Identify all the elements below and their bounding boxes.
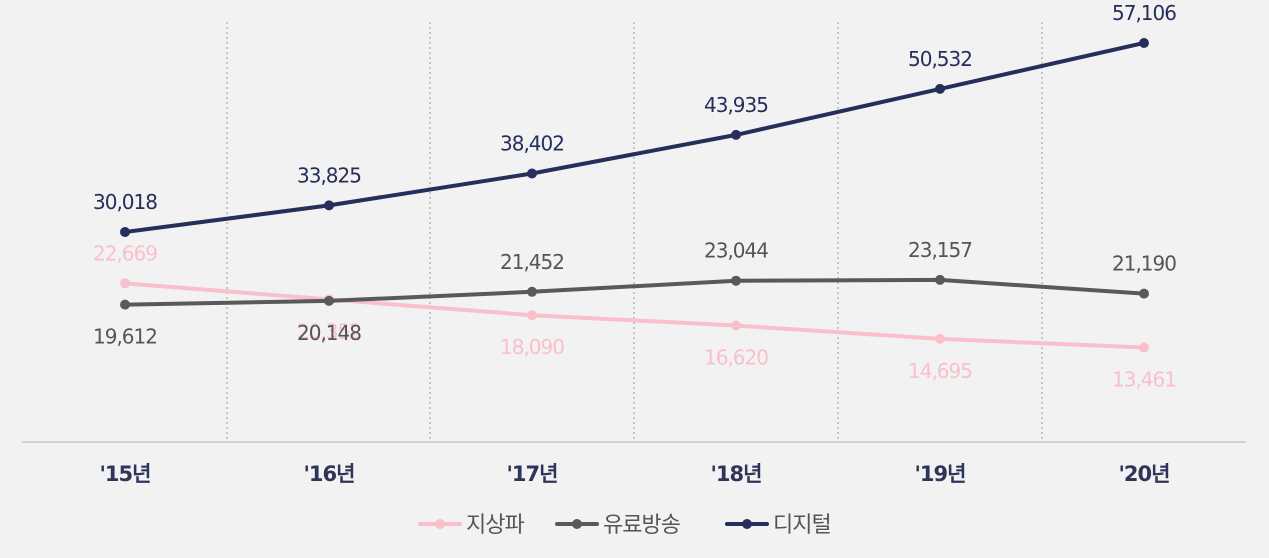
series-line-1 bbox=[123, 281, 1146, 350]
data-point bbox=[731, 275, 741, 286]
data-label: 13,461 bbox=[1112, 368, 1176, 392]
data-point bbox=[527, 310, 537, 321]
data-label: 19,612 bbox=[93, 325, 157, 349]
legend-marker bbox=[742, 519, 752, 529]
axis-layer: '15년 '16년 '17년 '18년 '19년 '20년 bbox=[22, 441, 1246, 486]
data-point bbox=[120, 227, 130, 237]
data-point bbox=[731, 320, 741, 331]
legend-label: 디지털 bbox=[773, 513, 831, 538]
series-line-2 bbox=[123, 277, 1146, 307]
legend-item-2: 유료방송 bbox=[555, 513, 682, 538]
legend-label: 유료방송 bbox=[603, 513, 681, 538]
data-point bbox=[527, 286, 537, 297]
data-point bbox=[935, 333, 945, 344]
legend-marker bbox=[435, 519, 445, 529]
data-label: 38,402 bbox=[500, 132, 564, 156]
x-tick-label: '16년 bbox=[304, 462, 355, 486]
legend-item-1: 지상파 bbox=[418, 513, 525, 538]
series-layer bbox=[120, 38, 1149, 353]
data-label: 57,106 bbox=[1112, 1, 1176, 25]
data-point bbox=[1139, 342, 1149, 353]
data-point bbox=[935, 83, 945, 94]
legend-label: 지상파 bbox=[466, 513, 524, 538]
data-label: 16,620 bbox=[704, 346, 768, 370]
data-point bbox=[120, 299, 130, 310]
legend: 지상파 유료방송 디지털 bbox=[418, 513, 832, 538]
x-tick-label: '17년 bbox=[507, 462, 558, 486]
legend-item-3: 디지털 bbox=[725, 513, 832, 538]
data-point bbox=[120, 278, 130, 289]
data-label: 50,532 bbox=[908, 47, 972, 71]
data-label: 21,190 bbox=[1112, 252, 1176, 276]
data-label: 21,452 bbox=[500, 250, 564, 274]
x-tick-label: '15년 bbox=[100, 462, 151, 486]
data-label-layer: 22,669 20,352 18,090 16,620 14,695 13,461 19,6… bbox=[93, 1, 1177, 392]
data-label: 23,157 bbox=[908, 238, 972, 262]
x-tick-label: '19년 bbox=[915, 462, 966, 486]
grid-layer bbox=[226, 22, 1043, 442]
legend-marker bbox=[572, 519, 582, 529]
data-label: 30,018 bbox=[93, 190, 157, 214]
data-point bbox=[324, 295, 334, 306]
data-label: 14,695 bbox=[908, 359, 972, 383]
data-point bbox=[935, 274, 945, 285]
data-point bbox=[324, 200, 334, 211]
data-point bbox=[1139, 38, 1149, 48]
data-label: 33,825 bbox=[297, 163, 361, 187]
data-label: 43,935 bbox=[704, 93, 768, 117]
data-label: 22,669 bbox=[93, 241, 157, 265]
x-tick-label: '20년 bbox=[1119, 462, 1170, 486]
data-label: 23,044 bbox=[704, 239, 768, 263]
data-label: 20,352 bbox=[297, 319, 361, 343]
x-tick-label: '18년 bbox=[711, 462, 762, 486]
data-point bbox=[527, 168, 537, 179]
data-label: 20,148 bbox=[297, 321, 361, 345]
data-point bbox=[731, 129, 741, 140]
data-label: 18,090 bbox=[500, 335, 564, 359]
data-point bbox=[1139, 288, 1149, 299]
series-line-3 bbox=[123, 41, 1146, 234]
